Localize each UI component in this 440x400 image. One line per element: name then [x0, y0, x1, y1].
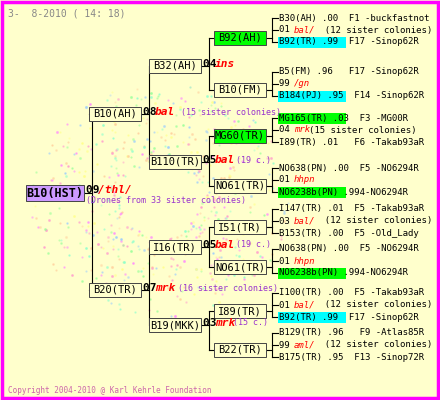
Text: B10(AH): B10(AH) — [93, 109, 137, 119]
Text: 99: 99 — [279, 340, 295, 350]
Text: (12 sister colonies): (12 sister colonies) — [314, 26, 432, 34]
Text: B20(TR): B20(TR) — [93, 285, 137, 295]
Text: NO61(TR): NO61(TR) — [215, 181, 265, 191]
Text: NO638(PN) .00  F5 -NO6294R: NO638(PN) .00 F5 -NO6294R — [279, 164, 419, 172]
Text: mrk: mrk — [215, 318, 235, 328]
Text: I16(TR): I16(TR) — [153, 242, 197, 252]
Text: 01: 01 — [279, 176, 295, 184]
Text: 07: 07 — [143, 283, 163, 293]
Text: NO61(TR): NO61(TR) — [215, 262, 265, 272]
Text: (15 c.): (15 c.) — [233, 318, 268, 328]
Text: bal: bal — [155, 107, 175, 117]
Bar — [278, 36, 346, 48]
Text: (15 sister colonies): (15 sister colonies) — [309, 126, 417, 134]
Text: (Drones from 33 sister colonies): (Drones from 33 sister colonies) — [86, 196, 246, 206]
Bar — [214, 83, 266, 97]
Bar — [89, 283, 141, 297]
Text: bal: bal — [215, 155, 235, 165]
Text: 01: 01 — [279, 300, 295, 310]
Bar — [214, 220, 266, 234]
Text: hhpn: hhpn — [294, 176, 315, 184]
Text: B129(TR) .96   F9 -Atlas85R: B129(TR) .96 F9 -Atlas85R — [279, 328, 424, 338]
Text: MG165(TR) .03  F3 -MG00R: MG165(TR) .03 F3 -MG00R — [279, 114, 408, 122]
Text: 08: 08 — [143, 107, 163, 117]
Text: 04: 04 — [203, 59, 223, 69]
Text: 03: 03 — [203, 318, 223, 328]
Text: (12 sister colonies): (12 sister colonies) — [314, 216, 432, 226]
Text: 09: 09 — [86, 185, 106, 195]
Text: /thl/: /thl/ — [98, 185, 132, 195]
Text: 04: 04 — [279, 126, 295, 134]
Bar — [278, 186, 346, 198]
Bar — [278, 90, 346, 102]
Text: 3-  8-2010 ( 14: 18): 3- 8-2010 ( 14: 18) — [8, 9, 125, 19]
Text: B110(TR): B110(TR) — [150, 157, 200, 167]
Text: 03: 03 — [279, 216, 295, 226]
Text: B10(FM): B10(FM) — [218, 85, 262, 95]
Bar — [278, 268, 346, 278]
Text: mrk: mrk — [294, 126, 310, 134]
Bar — [214, 304, 266, 318]
Text: I51(TR): I51(TR) — [218, 222, 262, 232]
Text: (15 sister colonies): (15 sister colonies) — [171, 108, 281, 116]
Text: ins: ins — [215, 59, 235, 69]
Text: B10(HST): B10(HST) — [26, 186, 84, 200]
Text: I89(TR): I89(TR) — [218, 306, 262, 316]
Text: B30(AH) .00  F1 -buckfastnot: B30(AH) .00 F1 -buckfastnot — [279, 14, 429, 22]
Text: B5(FM) .96   F17 -Sinop62R: B5(FM) .96 F17 -Sinop62R — [279, 68, 419, 76]
Bar — [214, 129, 266, 143]
Text: (19 c.): (19 c.) — [231, 156, 271, 164]
Text: aml/: aml/ — [294, 340, 315, 350]
Text: 01: 01 — [279, 26, 295, 34]
Bar — [149, 318, 201, 332]
Text: B153(TR) .00  F5 -Old_Lady: B153(TR) .00 F5 -Old_Lady — [279, 228, 419, 238]
Text: 05: 05 — [203, 240, 223, 250]
Bar — [89, 107, 141, 121]
Text: B22(TR): B22(TR) — [218, 345, 262, 355]
Text: /gn: /gn — [294, 80, 310, 88]
Text: hhpn: hhpn — [294, 256, 315, 266]
Text: 99: 99 — [279, 80, 295, 88]
Text: mrk: mrk — [155, 283, 175, 293]
Text: B175(TR) .95  F13 -Sinop72R: B175(TR) .95 F13 -Sinop72R — [279, 352, 424, 362]
Text: (19 c.): (19 c.) — [231, 240, 271, 250]
Text: NO638(PN) .00  F5 -NO6294R: NO638(PN) .00 F5 -NO6294R — [279, 244, 419, 254]
Bar — [214, 343, 266, 357]
Bar — [26, 185, 84, 201]
Bar — [149, 240, 201, 254]
Text: (12 sister colonies): (12 sister colonies) — [314, 340, 432, 350]
Bar — [278, 312, 346, 322]
Bar — [149, 155, 201, 169]
Text: NO6238b(PN) .994-NO6294R: NO6238b(PN) .994-NO6294R — [279, 268, 408, 278]
Text: B19(MKK): B19(MKK) — [150, 320, 200, 330]
Text: bal/: bal/ — [294, 26, 315, 34]
Bar — [278, 112, 346, 124]
Bar — [214, 260, 266, 274]
Text: 05: 05 — [203, 155, 223, 165]
Text: bal: bal — [215, 240, 235, 250]
Text: I147(TR) .01  F5 -Takab93aR: I147(TR) .01 F5 -Takab93aR — [279, 204, 424, 214]
Text: (16 sister colonies): (16 sister colonies) — [173, 284, 278, 292]
Text: MG60(TR): MG60(TR) — [215, 131, 265, 141]
Bar — [214, 179, 266, 193]
Text: B92(TR) .99  F17 -Sinop62R: B92(TR) .99 F17 -Sinop62R — [279, 312, 419, 322]
Bar — [149, 59, 201, 73]
Text: (12 sister colonies): (12 sister colonies) — [314, 300, 432, 310]
Text: B184(PJ) .95  F14 -Sinop62R: B184(PJ) .95 F14 -Sinop62R — [279, 92, 424, 100]
Text: I100(TR) .00  F5 -Takab93aR: I100(TR) .00 F5 -Takab93aR — [279, 288, 424, 298]
Text: 01: 01 — [279, 256, 295, 266]
Bar — [214, 31, 266, 45]
Text: Copyright 2004-2010 @ Karl Kehrle Foundation: Copyright 2004-2010 @ Karl Kehrle Founda… — [8, 386, 212, 395]
Text: I89(TR) .01   F6 -Takab93aR: I89(TR) .01 F6 -Takab93aR — [279, 138, 424, 146]
Text: B32(AH): B32(AH) — [153, 61, 197, 71]
Text: B92(AH): B92(AH) — [218, 33, 262, 43]
Text: NO6238b(PN) .994-NO6294R: NO6238b(PN) .994-NO6294R — [279, 188, 408, 196]
Text: B92(TR) .99  F17 -Sinop62R: B92(TR) .99 F17 -Sinop62R — [279, 38, 419, 46]
Text: bal/: bal/ — [294, 300, 315, 310]
Text: bal/: bal/ — [294, 216, 315, 226]
